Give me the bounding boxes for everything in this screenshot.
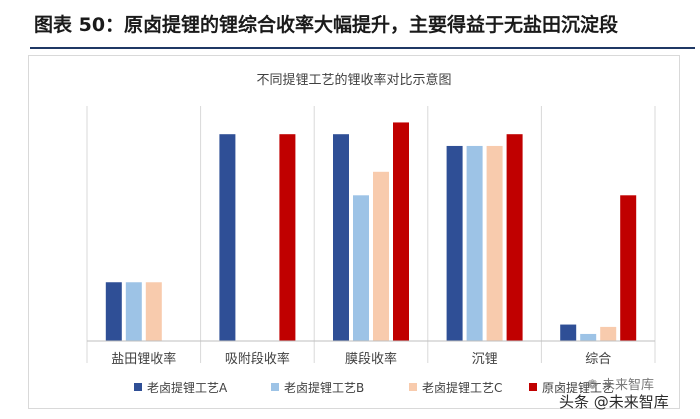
bar	[580, 333, 597, 341]
legend-label: 原卤提锂工艺	[542, 380, 614, 395]
bar	[125, 282, 142, 341]
bar	[373, 171, 389, 341]
bar	[333, 134, 349, 341]
bar	[486, 145, 503, 341]
bar	[279, 134, 296, 341]
bar	[353, 195, 369, 341]
legend-swatch	[529, 383, 537, 391]
legend-swatch	[409, 383, 417, 391]
category-dividers	[86, 106, 656, 363]
bar	[466, 145, 483, 341]
x-tick-label: 吸附段收率	[225, 351, 290, 367]
x-tick-label: 综合	[585, 352, 611, 367]
x-tick-label: 盐田锂收率	[111, 351, 176, 367]
legend-label: 老卤提锂工艺C	[422, 380, 502, 395]
legend: 老卤提锂工艺A 老卤提锂工艺B 老卤提锂工艺C 原卤提锂工艺	[134, 380, 614, 395]
bar	[600, 326, 617, 341]
legend-swatch	[134, 383, 142, 391]
watermark-logo: ❁ 未来智库	[587, 378, 655, 393]
bar	[219, 134, 236, 341]
page-title: 图表 50：原卤提锂的锂综合收率大幅提升，主要得益于无盐田沉淀段	[34, 14, 619, 36]
x-tick-label: 膜段收率	[345, 351, 397, 367]
x-tick-labels: 盐田锂收率 吸附段收率 膜段收率 沉锂 综合	[111, 351, 611, 367]
watermark-text: 头条 @未来智库	[559, 393, 669, 411]
bar	[506, 134, 523, 341]
watermark-logo-text: 未来智库	[602, 378, 655, 393]
legend-label: 老卤提锂工艺A	[147, 380, 228, 395]
bar	[446, 145, 463, 341]
bar	[393, 122, 409, 341]
bar	[105, 282, 122, 341]
bar	[145, 282, 162, 341]
title-divider	[30, 47, 695, 49]
legend-swatch	[271, 383, 279, 391]
bar	[620, 195, 637, 341]
bar-marks	[105, 122, 637, 341]
chart-title: 不同提锂工艺的锂收率对比示意图	[256, 72, 451, 88]
bar-chart: 不同提锂工艺的锂收率对比示意图 盐田锂收率 吸附段收率 膜段收率 沉锂 综合 老卤提锂工…	[86, 72, 656, 395]
legend-label: 老卤提锂工艺B	[284, 380, 364, 395]
bar	[560, 324, 577, 341]
chart-frame: 不同提锂工艺的锂收率对比示意图 盐田锂收率 吸附段收率 膜段收率 沉锂 综合 老卤提锂工…	[28, 55, 680, 409]
x-tick-label: 沉锂	[472, 352, 498, 367]
